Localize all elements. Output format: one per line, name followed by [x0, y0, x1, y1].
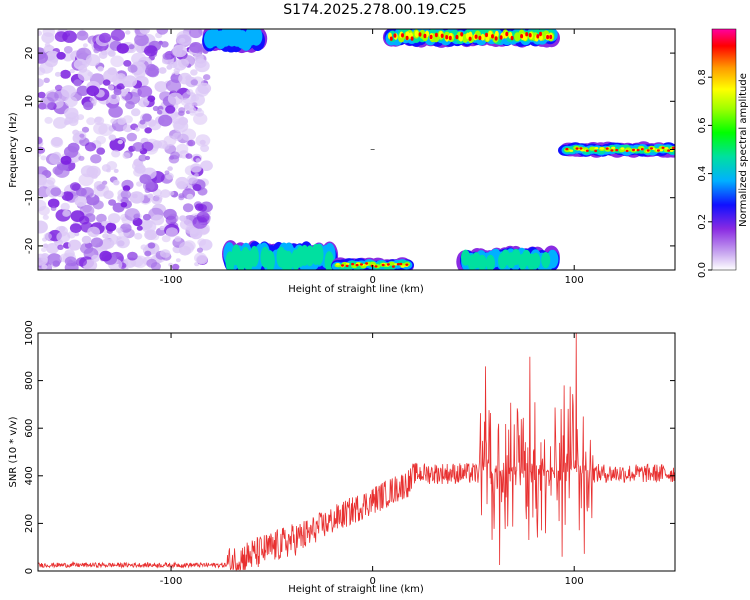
colorbar-ticks: 0.0 0.2 0.4 0.6 0.8 [697, 69, 712, 278]
snr-series-line [38, 333, 675, 571]
heatmap-feature-upper-band-center [382, 29, 560, 48]
snr-frame [37, 332, 676, 572]
colorbar-tick-label: 0.4 [697, 166, 708, 182]
snr-y-tick-label: 600 [24, 419, 35, 438]
heatmap-feature-noise-region [38, 29, 213, 270]
spectrogram-y-tick-label: 10 [24, 95, 35, 108]
spectrogram-y-tick-label: 20 [24, 47, 35, 60]
heatmap-feature-lower-band-center [331, 257, 414, 270]
snr-line-plot [38, 333, 675, 571]
spectrogram-y-tick-label: -20 [24, 238, 35, 254]
spectrogram-y-tick-label: -10 [24, 190, 35, 206]
snr-y-tick-label: 1000 [24, 320, 35, 345]
chart-title: S174.2025.278.00.19.C25 [283, 2, 467, 18]
snr-y-tick-label: 400 [24, 466, 35, 485]
spectrogram-x-tick-label: -100 [160, 275, 183, 286]
snr-y-tick-label: 200 [24, 514, 35, 533]
colorbar [711, 28, 737, 271]
colorbar-label: Normalized spectral amplitude [738, 73, 749, 227]
heatmap-feature-lower-band-right [456, 245, 560, 270]
colorbar-tick-label: 0.6 [697, 117, 708, 133]
snr-y-tick-label: 0 [24, 568, 35, 574]
spectrogram-x-tick-label: 0 [369, 275, 375, 286]
spectrogram-y-tick-label: 0 [24, 146, 35, 152]
snr-x-label: Height of straight line (km) [288, 584, 424, 595]
snr-y-label: SNR (10 * v/v) [8, 416, 19, 487]
snr-y-tick-label: 800 [24, 371, 35, 390]
spectrogram-x-tick-label: 100 [565, 275, 584, 286]
spectrogram-y-label: Frequency (Hz) [8, 112, 19, 188]
heatmap-feature-upper-band-left [202, 29, 268, 54]
heatmap-feature-lower-band-left [222, 240, 339, 270]
colorbar-tick-label: 0.0 [697, 262, 708, 278]
snr-x-tick-label: -100 [160, 576, 183, 587]
snr-x-tick-label: 0 [369, 576, 375, 587]
heatmap-feature-zero-line-right [558, 141, 675, 158]
colorbar-tick-label: 0.8 [697, 69, 708, 85]
spectrogram-heatmap [38, 29, 675, 270]
colorbar-tick-label: 0.2 [697, 214, 708, 230]
spectrogram-x-label: Height of straight line (km) [288, 284, 424, 295]
snr-x-tick-label: 100 [565, 576, 584, 587]
